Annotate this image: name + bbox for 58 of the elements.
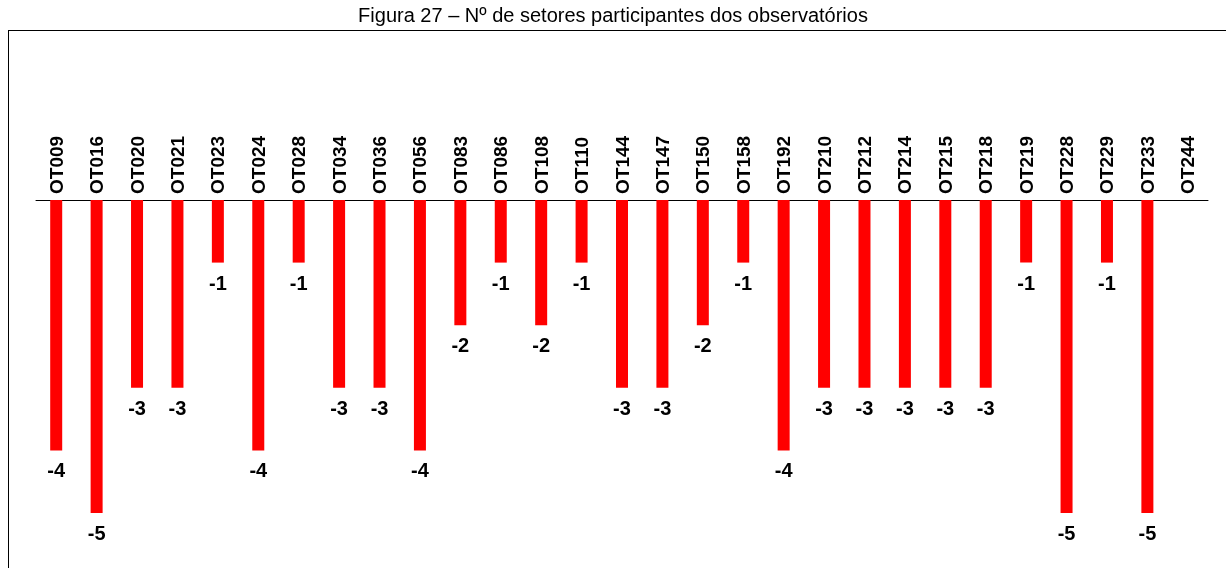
data-label: -3 <box>330 396 348 419</box>
data-label: -3 <box>613 396 631 419</box>
data-label: -2 <box>451 334 470 357</box>
data-label: -5 <box>1138 522 1157 544</box>
x-tick-label: OT036 <box>369 135 391 194</box>
data-label: -3 <box>128 396 146 419</box>
data-label: -5 <box>1057 522 1076 544</box>
data-label: -3 <box>976 396 995 419</box>
x-tick-label: OT108 <box>530 135 552 194</box>
x-tick-label: OT110 <box>571 136 593 194</box>
x-tick-label: OT215 <box>934 135 956 194</box>
x-tick-label: OT218 <box>975 135 997 194</box>
data-label: -3 <box>168 396 187 419</box>
x-tick-label: OT212 <box>853 135 875 194</box>
x-tick-label: OT147 <box>651 135 673 194</box>
x-tick-label: OT219 <box>1015 135 1037 194</box>
x-tick-label: OT016 <box>86 135 108 194</box>
x-tick-label: OT056 <box>409 135 431 194</box>
x-tick-label: OT023 <box>207 135 229 194</box>
x-tick-label: OT009 <box>45 135 67 194</box>
data-label: -3 <box>370 396 389 419</box>
data-label: -4 <box>47 459 66 482</box>
data-label: -1 <box>1017 271 1036 294</box>
x-tick-label: OT229 <box>1096 135 1118 194</box>
data-label: -3 <box>896 396 914 419</box>
x-tick-label: OT210 <box>813 135 835 194</box>
data-label: -5 <box>87 522 106 544</box>
x-tick-label: OT228 <box>1056 135 1078 194</box>
data-label: -1 <box>734 271 753 294</box>
data-label: -2 <box>532 334 551 357</box>
data-label: -4 <box>774 459 794 482</box>
x-tick-label: OT192 <box>773 135 795 194</box>
data-label: -2 <box>693 334 712 357</box>
data-label: -3 <box>653 396 672 419</box>
data-label: -4 <box>411 459 430 482</box>
x-tick-label: OT214 <box>894 135 916 194</box>
data-label: -3 <box>855 396 874 419</box>
data-label: -1 <box>572 271 591 294</box>
x-tick-label: OT086 <box>490 135 512 194</box>
x-tick-label: OT233 <box>1136 135 1158 194</box>
data-label: -3 <box>936 396 955 419</box>
data-label: -1 <box>491 271 510 294</box>
x-tick-label: OT021 <box>166 135 188 194</box>
x-tick-label: OT158 <box>732 135 754 194</box>
chart-title: Figura 27 – Nº de setores participantes dos observatórios <box>358 4 868 26</box>
x-tick-label: OT083 <box>449 135 471 194</box>
x-tick-label: OT024 <box>247 135 269 194</box>
data-label: -1 <box>208 271 227 294</box>
x-tick-label: OT020 <box>126 135 148 194</box>
x-tick-label: OT144 <box>611 135 633 194</box>
data-label: -3 <box>815 396 833 419</box>
data-label: -4 <box>249 459 269 482</box>
x-tick-label: OT244 <box>1177 135 1199 194</box>
data-label: -1 <box>1098 271 1116 294</box>
x-tick-label: OT034 <box>328 135 350 194</box>
x-tick-label: OT150 <box>692 135 714 194</box>
data-label: -1 <box>289 271 308 294</box>
x-tick-label: OT028 <box>288 135 310 194</box>
